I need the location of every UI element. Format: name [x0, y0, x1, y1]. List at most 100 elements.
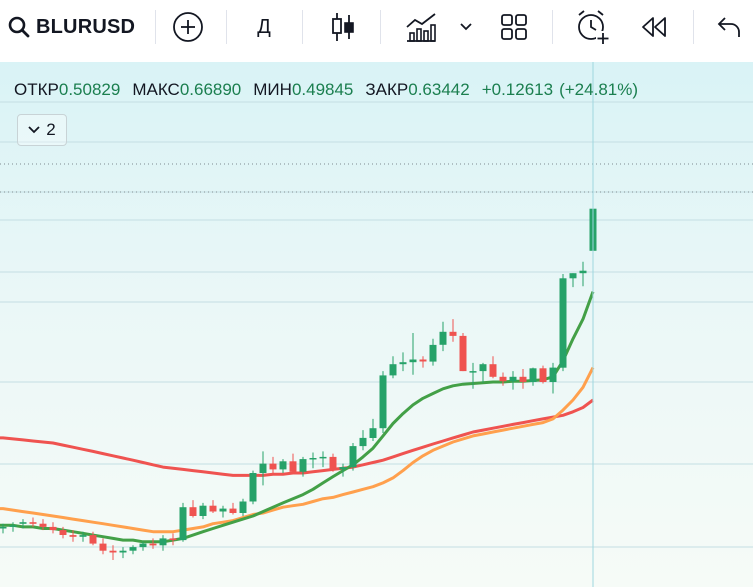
candle-body: [289, 461, 297, 472]
search-icon: [8, 16, 30, 38]
candles-icon: [332, 13, 354, 41]
candle-body: [539, 368, 547, 382]
low-label: МИН: [253, 80, 292, 99]
candle-body: [249, 473, 257, 502]
chevron-down-icon: [460, 23, 472, 31]
change-value: +0.12613: [481, 80, 554, 99]
candle-body: [389, 364, 397, 376]
indicators-dropdown-button[interactable]: [454, 8, 478, 46]
indicators-toggle-button[interactable]: 2: [17, 114, 67, 146]
candle-body: [139, 543, 147, 548]
toolbar-divider: [302, 10, 303, 44]
candle-body: [149, 543, 157, 546]
grid-layout-icon: [501, 14, 527, 40]
candle-body: [229, 508, 237, 513]
candle-body: [209, 505, 217, 512]
candle-body: [99, 543, 107, 551]
candle-body: [479, 364, 487, 372]
ma-mid-line: [0, 366, 595, 534]
candle-body: [219, 508, 227, 512]
candle-body: [429, 344, 437, 362]
candle-body: [359, 437, 367, 447]
replay-button[interactable]: [634, 8, 674, 46]
candle-body: [199, 505, 207, 516]
candle-body: [409, 359, 417, 363]
plus-circle-icon: [173, 12, 203, 42]
candle-body: [39, 523, 47, 527]
candle-body: [119, 550, 127, 553]
candle-body: [449, 331, 457, 336]
toolbar-divider: [155, 10, 156, 44]
candle-body: [279, 461, 287, 470]
candle-body: [239, 501, 247, 513]
candle-body: [259, 463, 267, 473]
symbol-name: BLURUSD: [36, 15, 136, 38]
indicators-count: 2: [46, 120, 56, 139]
ohlc-legend: ОТКР0.50829 МАКС0.66890 МИН0.49845 ЗАКР0.63…: [14, 80, 644, 100]
candle-body: [269, 463, 277, 470]
change-percent: (+24.81%): [559, 80, 639, 99]
layouts-button[interactable]: [494, 8, 534, 46]
price-chart[interactable]: [0, 62, 753, 587]
candle-body: [349, 446, 357, 468]
candle-body: [319, 456, 327, 459]
candle-body: [339, 467, 347, 470]
candle-body: [49, 526, 57, 531]
symbol-search-button[interactable]: BLURUSD: [8, 8, 148, 46]
candle-body: [459, 335, 467, 372]
candle-body: [79, 535, 87, 537]
open-label: ОТКР: [14, 80, 59, 99]
candle-body: [9, 525, 17, 527]
indicators-button[interactable]: [400, 8, 442, 46]
open-value: 0.50829: [58, 80, 121, 99]
candle-body: [509, 376, 517, 382]
alarm-clock-plus-icon: [578, 10, 610, 45]
candle-body: [109, 550, 117, 553]
compare-button[interactable]: [168, 8, 208, 46]
candle-body: [559, 278, 567, 368]
candle-body: [19, 522, 27, 524]
candle-body: [399, 362, 407, 365]
high-label: МАКС: [132, 80, 180, 99]
alert-button[interactable]: [571, 8, 613, 46]
chevron-down-icon: [28, 126, 40, 134]
candle-body: [369, 428, 377, 438]
rewind-icon: [642, 17, 666, 37]
candle-body: [189, 507, 197, 516]
candle-body: [309, 458, 317, 460]
candle-body: [499, 376, 507, 382]
low-value: 0.49845: [291, 80, 354, 99]
candle-body: [439, 331, 447, 345]
candle-body: [379, 375, 387, 429]
candle-body: [0, 526, 7, 529]
toolbar-divider: [380, 10, 381, 44]
candle-body: [419, 359, 427, 362]
chart-pane[interactable]: [0, 62, 753, 587]
undo-arrow-icon: [717, 17, 740, 37]
candle-body: [159, 538, 167, 546]
high-value: 0.66890: [179, 80, 242, 99]
chart-type-button[interactable]: [324, 8, 362, 46]
candle-body: [29, 522, 37, 524]
candle-body: [169, 538, 177, 541]
candle-body: [59, 530, 67, 535]
undo-button[interactable]: [710, 8, 748, 46]
candle-body: [129, 547, 137, 551]
interval-button[interactable]: Д: [246, 8, 282, 46]
close-label: ЗАКР: [365, 80, 409, 99]
candle-body: [69, 535, 77, 537]
close-value: 0.63442: [408, 80, 470, 99]
interval-label: Д: [257, 15, 271, 38]
candle-body: [469, 371, 477, 373]
candle-body: [179, 507, 187, 541]
indicators-chart-icon: [406, 13, 436, 42]
chart-grid: [0, 101, 753, 548]
candle-body: [529, 368, 537, 382]
toolbar-divider: [552, 10, 553, 44]
candle-body: [89, 535, 97, 544]
candle-body: [519, 376, 527, 382]
candle-body: [489, 364, 497, 377]
candle-body: [549, 367, 557, 382]
toolbar-divider: [226, 10, 227, 44]
moving-averages: [0, 291, 595, 544]
